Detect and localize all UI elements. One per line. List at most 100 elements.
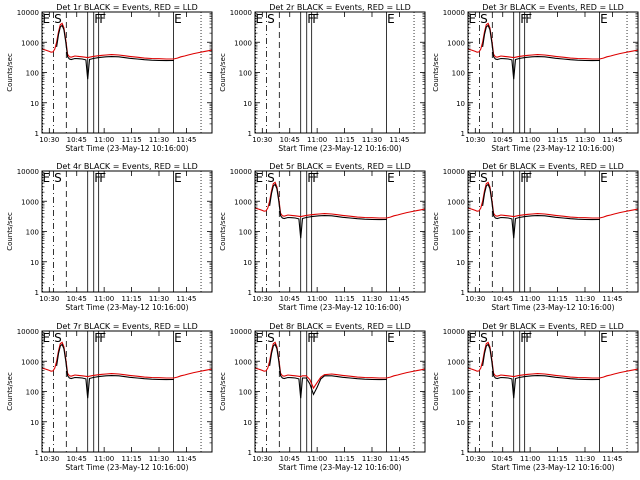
y-tick-label: 10 [456, 100, 465, 108]
x-tick-label: 11:15 [121, 136, 141, 144]
series-lld [255, 341, 425, 390]
y-tick-label: 1000 [21, 198, 39, 206]
marker-label: F [520, 12, 527, 26]
marker-label: E [256, 12, 264, 26]
y-axis-label: Counts/sec [219, 53, 227, 92]
x-tick-label: 11:15 [334, 295, 354, 303]
x-axis-label: Start Time (23-May-12 10:16:00) [491, 303, 614, 312]
series-events [482, 343, 600, 399]
y-tick-label: 1 [35, 289, 39, 297]
x-tick-label: 11:45 [389, 455, 409, 463]
panel-title: Det 7r BLACK = Events, RED = LLD [56, 322, 198, 331]
x-axis-label: Start Time (23-May-12 10:16:00) [278, 463, 401, 472]
y-tick-label: 1000 [234, 358, 252, 366]
x-tick-label: 11:00 [307, 136, 327, 144]
marker-label: F [94, 331, 101, 345]
x-tick-label: 10:45 [493, 295, 513, 303]
x-axis-label: Start Time (23-May-12 10:16:00) [491, 144, 614, 153]
y-tick-label: 10 [243, 419, 252, 427]
marker-label: S [54, 171, 62, 185]
x-axis-label: Start Time (23-May-12 10:16:00) [65, 463, 188, 472]
x-tick-label: 11:00 [520, 455, 540, 463]
marker-label: E [174, 331, 182, 345]
x-tick-label: 10:45 [280, 295, 300, 303]
series-events [269, 183, 387, 239]
panel-title: Det 3r BLACK = Events, RED = LLD [482, 3, 624, 12]
x-tick-label: 11:30 [362, 455, 382, 463]
marker-label: E [469, 12, 477, 26]
y-tick-label: 1 [461, 130, 465, 138]
x-tick-label: 11:45 [389, 295, 409, 303]
x-axis-label: Start Time (23-May-12 10:16:00) [65, 303, 188, 312]
marker-label: E [387, 331, 395, 345]
y-axis-label: Counts/sec [6, 212, 14, 251]
x-tick-label: 11:30 [575, 455, 595, 463]
series-events [56, 343, 174, 399]
x-axis-label: Start Time (23-May-12 10:16:00) [65, 144, 188, 153]
marker-label: S [54, 12, 62, 26]
x-tick-label: 11:00 [520, 136, 540, 144]
panel-title: Det 1r BLACK = Events, RED = LLD [56, 3, 198, 12]
x-tick-label: 10:30 [465, 295, 485, 303]
x-tick-label: 11:30 [575, 136, 595, 144]
x-tick-label: 11:45 [389, 136, 409, 144]
y-tick-label: 10000 [230, 168, 252, 176]
y-tick-label: 100 [452, 229, 465, 237]
y-axis-label: Counts/sec [432, 212, 440, 251]
y-tick-label: 1 [35, 130, 39, 138]
marker-label: E [469, 331, 477, 345]
marker-label: E [387, 12, 395, 26]
x-tick-label: 11:45 [176, 455, 196, 463]
marker-label: E [256, 331, 264, 345]
y-tick-label: 10000 [443, 9, 465, 17]
marker-label: S [480, 171, 488, 185]
x-tick-label: 10:45 [67, 295, 87, 303]
y-tick-label: 100 [239, 389, 252, 397]
y-tick-label: 100 [239, 229, 252, 237]
x-tick-label: 10:30 [252, 295, 272, 303]
x-tick-label: 11:45 [602, 136, 622, 144]
marker-label: E [43, 331, 51, 345]
x-tick-label: 10:45 [493, 136, 513, 144]
x-tick-label: 11:30 [362, 136, 382, 144]
y-tick-label: 1000 [447, 358, 465, 366]
y-tick-label: 10000 [230, 9, 252, 17]
x-tick-label: 11:00 [520, 295, 540, 303]
x-tick-label: 11:15 [547, 136, 567, 144]
marker-label: E [43, 12, 51, 26]
x-tick-label: 11:00 [94, 295, 114, 303]
marker-label: F [94, 12, 101, 26]
x-tick-label: 11:15 [547, 295, 567, 303]
y-tick-label: 10000 [17, 9, 39, 17]
y-tick-label: 10 [30, 419, 39, 427]
panel-title: Det 5r BLACK = Events, RED = LLD [269, 162, 411, 171]
marker-label: E [174, 171, 182, 185]
marker-label: F [312, 12, 319, 26]
marker-label: E [600, 171, 608, 185]
x-tick-label: 11:30 [362, 295, 382, 303]
x-tick-label: 10:30 [39, 455, 59, 463]
marker-label: E [387, 171, 395, 185]
y-tick-label: 1 [35, 449, 39, 457]
y-tick-label: 1 [461, 289, 465, 297]
x-axis-label: Start Time (23-May-12 10:16:00) [278, 144, 401, 153]
panel-title: Det 8r BLACK = Events, RED = LLD [269, 322, 411, 331]
x-tick-label: 10:45 [280, 455, 300, 463]
y-axis-label: Counts/sec [219, 212, 227, 251]
y-tick-label: 10 [456, 259, 465, 267]
x-tick-label: 11:00 [94, 136, 114, 144]
y-axis-label: Counts/sec [6, 372, 14, 411]
x-tick-label: 11:15 [547, 455, 567, 463]
y-tick-label: 100 [452, 70, 465, 78]
x-tick-label: 10:45 [67, 136, 87, 144]
y-tick-label: 1 [248, 289, 252, 297]
marker-label: F [307, 12, 314, 26]
y-tick-label: 1000 [234, 39, 252, 47]
x-tick-label: 11:45 [602, 455, 622, 463]
